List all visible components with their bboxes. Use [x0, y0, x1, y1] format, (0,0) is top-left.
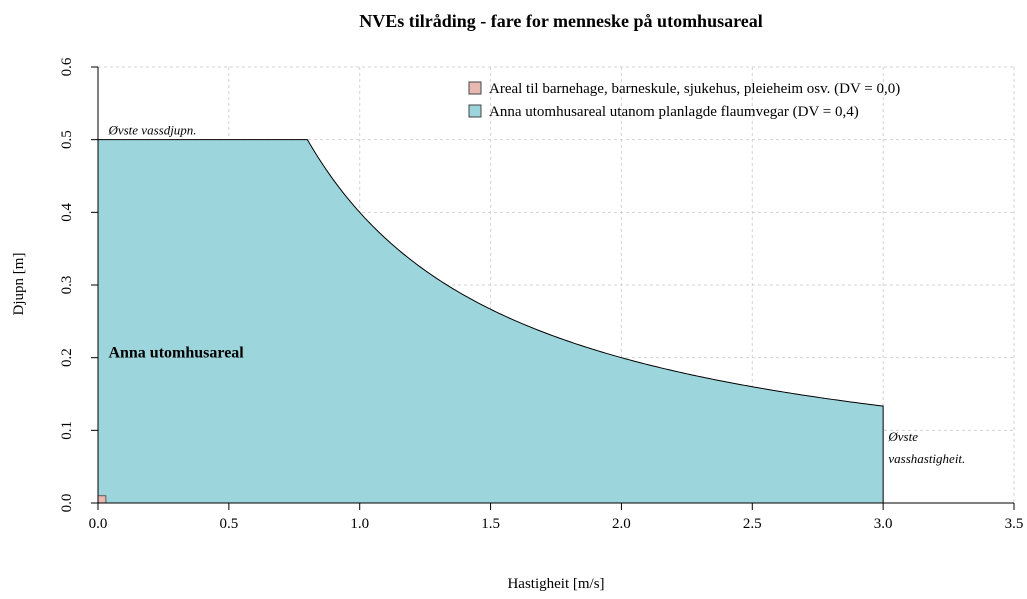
legend-label: Anna utomhusareal utanom planlagde flaum…: [489, 104, 859, 120]
x-tick-label: 3.0: [874, 516, 893, 532]
region-label: Anna utomhusareal: [108, 345, 244, 362]
y-tick-label: 0.4: [59, 202, 75, 221]
x-tick-label: 0.0: [89, 516, 108, 532]
annotations: Øvste vassdjupn. Øvste vasshastigheit. Anna…: [107, 123, 965, 466]
y-tick-label: 0.3: [59, 276, 75, 295]
y-axis-label: Djupn [m]: [11, 253, 27, 316]
area-series-institutions: [97, 495, 107, 504]
annotation-label: Øvste vassdjupn.: [107, 123, 196, 138]
y-tick-label: 0.2: [59, 348, 75, 367]
axes: 0.0 0.5 1.0 1.5 2.0 2.5 3.0 3.5 0.0 0.1 0.2 0.3 0.4 0…: [59, 57, 1023, 532]
x-tick-label: 1.5: [481, 516, 500, 532]
x-tick-label: 3.5: [1005, 516, 1024, 532]
area-series-outline: [97, 139, 884, 504]
x-tick-label: 2.5: [743, 516, 762, 532]
y-tick-label: 0.1: [59, 421, 75, 440]
legend-swatch: [468, 104, 482, 118]
annotation-label: vasshastigheit.: [888, 451, 965, 466]
legend-label: Areal til barnehage, barneskule, sjukehu…: [489, 81, 900, 97]
x-tick-label: 0.5: [219, 516, 238, 532]
chart-title: NVEs tilråding - fare for menneske på ut…: [359, 11, 763, 31]
legend: Areal til barnehage, barneskule, sjukehu…: [468, 81, 900, 120]
y-tick-label: 0.0: [59, 494, 75, 513]
x-axis-label: Hastigheit [m/s]: [507, 576, 604, 592]
area-series-other-outdoor: [98, 139, 884, 503]
x-tick-label: 2.0: [612, 516, 631, 532]
annotation-label: Øvste: [887, 429, 918, 444]
x-tick-label: 1.0: [350, 516, 369, 532]
y-tick-label: 0.5: [59, 130, 75, 149]
legend-swatch: [468, 81, 482, 95]
y-tick-label: 0.6: [59, 57, 75, 76]
